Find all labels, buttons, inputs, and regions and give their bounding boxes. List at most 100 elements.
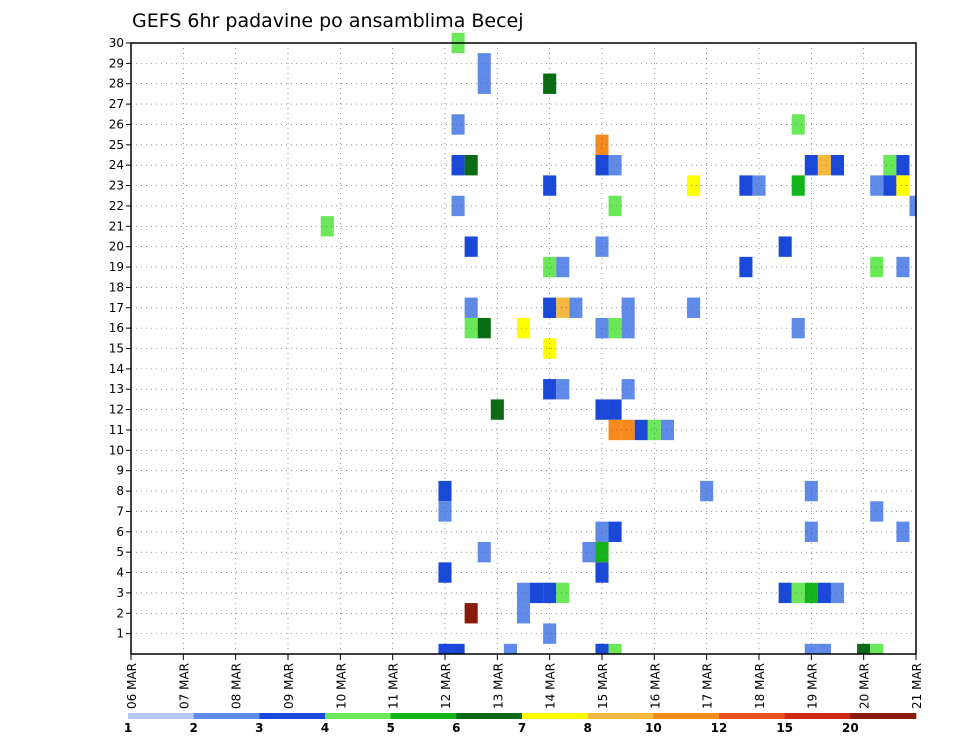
heatmap-cell	[621, 317, 635, 339]
colorbar-label: 4	[321, 721, 329, 735]
grid	[131, 42, 916, 654]
colorbar-segment	[719, 713, 785, 719]
heatmap-cell	[687, 175, 701, 196]
x-tick-label: 07 MAR	[177, 663, 191, 709]
y-tick-label: 5	[116, 545, 124, 559]
heatmap-cell	[817, 582, 831, 604]
y-tick-label: 20	[109, 240, 124, 254]
heatmap-cell	[451, 114, 465, 135]
y-tick-label: 2	[116, 606, 124, 620]
heatmap-cell	[608, 521, 622, 542]
heatmap-cell	[896, 175, 910, 196]
x-tick-label: 13 MAR	[491, 663, 505, 709]
y-tick-label: 11	[109, 423, 124, 437]
heatmap-cell	[909, 195, 916, 217]
y-tick-label: 6	[116, 525, 124, 539]
heatmap-cell	[543, 582, 557, 604]
x-tick-label: 16 MAR	[648, 663, 662, 709]
x-tick-label: 17 MAR	[701, 663, 715, 709]
heatmap-cell	[543, 297, 557, 318]
y-tick-label: 14	[109, 362, 124, 376]
y-axis: 1234567891011121314151617181920212223242…	[109, 36, 131, 641]
y-tick-label: 26	[109, 117, 124, 131]
heatmap-cell	[778, 236, 792, 257]
heatmap-cell	[556, 297, 570, 318]
y-tick-label: 15	[109, 342, 124, 356]
chart-title: GEFS 6hr padavine po ansamblima Becej	[132, 10, 524, 32]
heatmap-cells	[320, 32, 916, 654]
heatmap-cell	[438, 562, 452, 583]
colorbar-segment	[325, 713, 391, 719]
y-tick-label: 25	[109, 138, 124, 152]
colorbar-segment	[850, 713, 917, 719]
heatmap-cell	[556, 256, 570, 278]
x-tick-label: 11 MAR	[387, 663, 401, 709]
x-tick-label: 06 MAR	[125, 663, 139, 709]
heatmap-cell	[516, 582, 531, 604]
colorbar-label: 8	[583, 721, 591, 735]
heatmap-cell	[660, 419, 674, 441]
x-tick-label: 08 MAR	[230, 663, 244, 709]
y-tick-label: 8	[116, 484, 124, 498]
y-tick-label: 16	[109, 321, 124, 335]
heatmap-cell	[490, 399, 504, 420]
colorbar-label: 6	[452, 721, 460, 735]
colorbar-segment	[390, 713, 457, 719]
heatmap-cell	[556, 582, 570, 604]
heatmap-cell	[739, 175, 753, 196]
colorbar-label: 12	[711, 721, 728, 735]
colorbar-label: 3	[255, 721, 263, 735]
y-tick-label: 23	[109, 179, 124, 193]
colorbar-label: 20	[842, 721, 859, 735]
y-tick-label: 21	[109, 219, 124, 233]
heatmap-cell	[451, 195, 465, 217]
heatmap-cell	[516, 603, 531, 624]
heatmap-cell	[569, 297, 583, 318]
heatmap-cell	[739, 256, 753, 278]
heatmap-cell	[582, 541, 596, 563]
y-tick-label: 30	[109, 36, 124, 50]
y-tick-label: 27	[109, 97, 124, 111]
colorbar-segment	[259, 713, 326, 719]
colorbar-segment	[193, 713, 260, 719]
heatmap-cell	[608, 317, 622, 339]
y-tick-label: 22	[109, 199, 124, 213]
colorbar: 1 2 3 4 5 6 7 8 10 12 15 20	[124, 713, 917, 735]
x-tick-label: 21 MAR	[910, 663, 924, 709]
heatmap-cell	[896, 256, 910, 278]
heatmap-cell	[830, 155, 845, 176]
y-tick-label: 19	[109, 260, 124, 274]
heatmap-cell	[896, 155, 910, 176]
heatmap-cell	[477, 541, 491, 563]
heatmap-cell	[778, 582, 792, 604]
y-tick-label: 7	[116, 504, 124, 518]
heatmap-cell	[543, 256, 557, 278]
heatmap-cell	[451, 155, 465, 176]
y-tick-label: 13	[109, 382, 124, 396]
x-tick-label: 20 MAR	[858, 663, 872, 709]
colorbar-segment	[653, 713, 720, 719]
heatmap-cell	[438, 501, 452, 522]
y-tick-label: 29	[109, 56, 124, 70]
colorbar-segment	[587, 713, 654, 719]
colorbar-segment	[784, 713, 851, 719]
heatmap-cell	[870, 643, 884, 654]
x-tick-label: 15 MAR	[596, 663, 610, 709]
colorbar-label: 5	[386, 721, 394, 735]
heatmap-cell	[438, 480, 452, 502]
y-tick-label: 12	[109, 403, 124, 417]
heatmap-cell	[543, 379, 557, 400]
heatmap-cell	[320, 216, 334, 237]
heatmap-cell	[608, 419, 622, 441]
heatmap-cell	[503, 643, 517, 654]
colorbar-segment	[456, 713, 523, 719]
y-tick-label: 17	[109, 301, 124, 315]
heatmap-cell	[451, 643, 465, 654]
heatmap-cell	[791, 317, 805, 339]
x-tick-label: 10 MAR	[334, 663, 348, 709]
y-tick-label: 24	[109, 158, 124, 172]
heatmap-cell	[608, 195, 622, 217]
colorbar-label: 15	[776, 721, 793, 735]
x-tick-label: 12 MAR	[439, 663, 453, 709]
